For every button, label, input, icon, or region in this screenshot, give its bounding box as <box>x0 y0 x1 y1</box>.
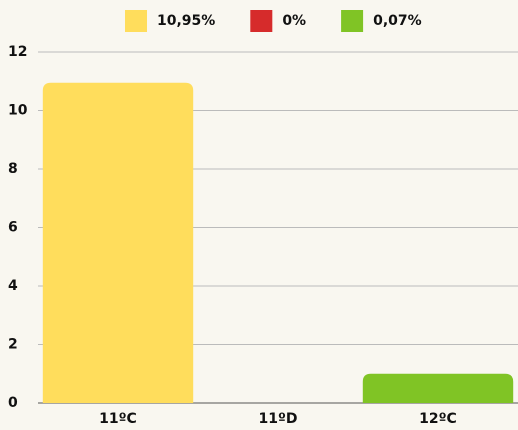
y-tick-label: 0 <box>8 395 18 411</box>
y-tick-label: 8 <box>8 161 18 177</box>
legend-swatch <box>341 10 364 32</box>
legend-label: 0% <box>282 13 306 29</box>
legend-swatch <box>125 10 147 32</box>
x-tick-label: 11ºC <box>99 411 137 427</box>
y-tick-label: 6 <box>8 220 18 236</box>
bar <box>362 373 514 403</box>
x-tick-label: 11ºD <box>259 411 298 427</box>
y-tick-label: 2 <box>8 337 18 353</box>
y-tick-label: 10 <box>8 103 28 119</box>
legend-swatch <box>250 10 273 32</box>
legend-label: 0,07% <box>373 13 422 29</box>
y-tick-label: 4 <box>8 278 18 294</box>
y-tick-label: 12 <box>8 44 27 60</box>
legend-label: 10,95% <box>157 13 215 29</box>
bar <box>42 82 194 404</box>
x-tick-label: 12ºC <box>419 411 457 427</box>
